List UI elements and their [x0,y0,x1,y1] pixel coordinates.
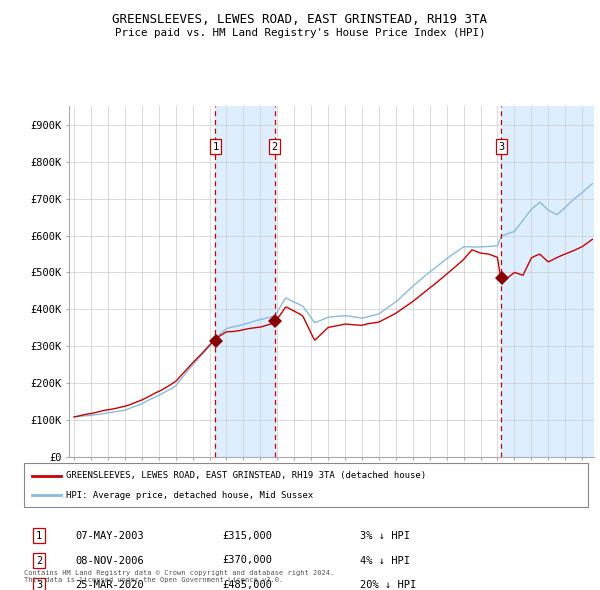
Text: £370,000: £370,000 [222,556,272,565]
Text: Contains HM Land Registry data © Crown copyright and database right 2024.
This d: Contains HM Land Registry data © Crown c… [24,570,334,583]
Bar [502,106,594,457]
Text: £485,000: £485,000 [222,581,272,590]
Text: Price paid vs. HM Land Registry's House Price Index (HPI): Price paid vs. HM Land Registry's House … [115,28,485,38]
Text: GREENSLEEVES, LEWES ROAD, EAST GRINSTEAD, RH19 3TA (detached house): GREENSLEEVES, LEWES ROAD, EAST GRINSTEAD… [66,471,427,480]
Text: 3: 3 [498,142,505,152]
Text: HPI: Average price, detached house, Mid Sussex: HPI: Average price, detached house, Mid … [66,490,314,500]
Text: 3% ↓ HPI: 3% ↓ HPI [360,531,410,540]
Text: 08-NOV-2006: 08-NOV-2006 [75,556,144,565]
Bar [215,106,275,457]
Text: 2: 2 [36,556,42,565]
Text: 2: 2 [272,142,278,152]
Text: 3: 3 [36,581,42,590]
FancyBboxPatch shape [24,463,588,507]
Text: 4% ↓ HPI: 4% ↓ HPI [360,556,410,565]
Text: 20% ↓ HPI: 20% ↓ HPI [360,581,416,590]
Text: 1: 1 [212,142,218,152]
Text: 25-MAR-2020: 25-MAR-2020 [75,581,144,590]
Text: 1: 1 [36,531,42,540]
Text: GREENSLEEVES, LEWES ROAD, EAST GRINSTEAD, RH19 3TA: GREENSLEEVES, LEWES ROAD, EAST GRINSTEAD… [113,13,487,26]
Text: £315,000: £315,000 [222,531,272,540]
Text: 07-MAY-2003: 07-MAY-2003 [75,531,144,540]
